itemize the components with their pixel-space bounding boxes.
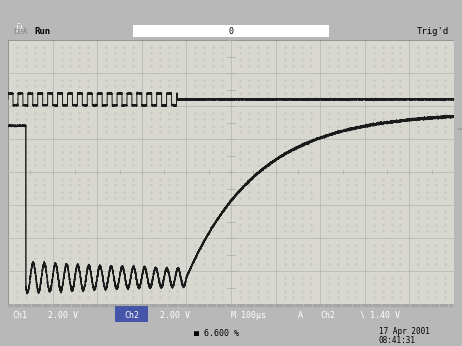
Text: Trig'd: Trig'd [417,27,450,36]
Text: 2.00 V: 2.00 V [48,310,78,319]
FancyBboxPatch shape [115,306,148,322]
Text: 2.00 V: 2.00 V [160,310,189,319]
Text: Run: Run [35,27,51,36]
Text: $\bar{U}$: $\bar{U}$ [15,22,23,35]
Text: 08:41:31: 08:41:31 [379,336,416,345]
Text: ■ 6.600 %: ■ 6.600 % [194,329,239,338]
Text: Ch2: Ch2 [124,310,140,319]
Text: Ch2: Ch2 [320,310,335,319]
Text: 0: 0 [229,27,233,36]
Text: tek: tek [12,27,29,36]
Text: A: A [298,310,303,319]
Text: M 100μs: M 100μs [231,310,266,319]
Text: \ 1.40 V: \ 1.40 V [360,310,401,319]
FancyBboxPatch shape [133,25,329,37]
Text: Ch1: Ch1 [12,310,27,319]
Text: 17 Apr 2001: 17 Apr 2001 [379,327,430,336]
